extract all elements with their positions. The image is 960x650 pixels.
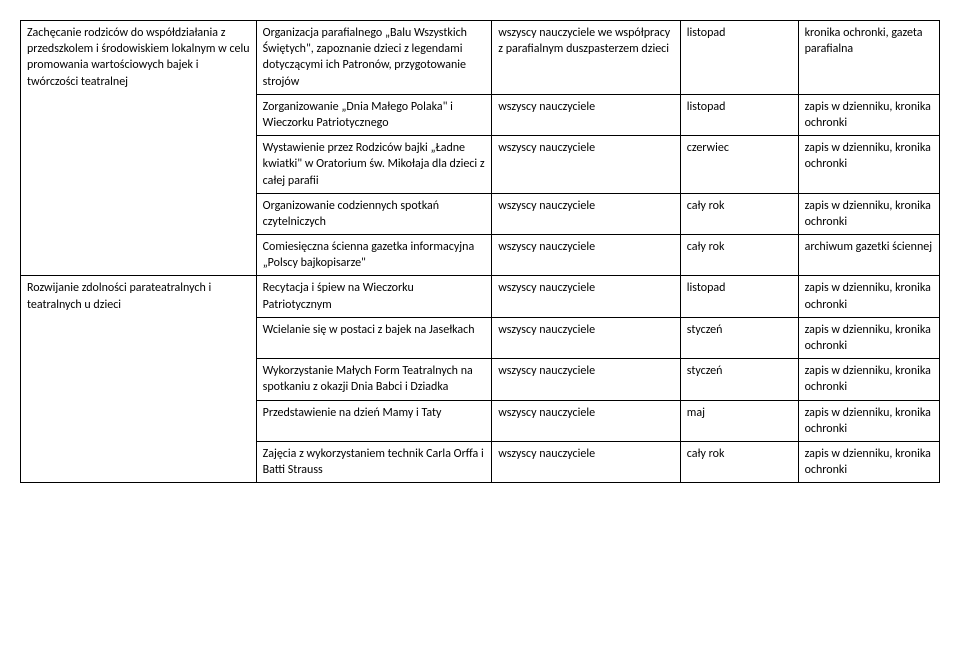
participants-cell: wszyscy nauczyciele (492, 94, 681, 135)
participants-cell: wszyscy nauczyciele (492, 317, 681, 358)
record-cell: zapis w dzienniku, kronika ochronki (798, 359, 939, 400)
record-cell: zapis w dzienniku, kronika ochronki (798, 136, 939, 194)
task-cell: Przedstawienie na dzień Mamy i Taty (256, 400, 492, 441)
month-cell: cały rok (680, 235, 798, 276)
plan-table: Zachęcanie rodziców do współdziałania z … (20, 20, 940, 483)
plan-table-body: Zachęcanie rodziców do współdziałania z … (21, 21, 940, 483)
participants-cell: wszyscy nauczyciele (492, 441, 681, 482)
month-cell: cały rok (680, 441, 798, 482)
month-cell: cały rok (680, 193, 798, 234)
month-cell: listopad (680, 276, 798, 317)
task-cell: Wykorzystanie Małych Form Teatralnych na… (256, 359, 492, 400)
table-row: Rozwijanie zdolności parateatralnych i t… (21, 276, 940, 317)
participants-cell: wszyscy nauczyciele (492, 235, 681, 276)
month-cell: listopad (680, 94, 798, 135)
task-cell: Zorganizowanie „Dnia Małego Polaka" i Wi… (256, 94, 492, 135)
record-cell: zapis w dzienniku, kronika ochronki (798, 441, 939, 482)
goal-cell: Zachęcanie rodziców do współdziałania z … (21, 21, 257, 276)
task-cell: Comiesięczna ścienna gazetka informacyjn… (256, 235, 492, 276)
participants-cell: wszyscy nauczyciele (492, 359, 681, 400)
record-cell: zapis w dzienniku, kronika ochronki (798, 94, 939, 135)
record-cell: kronika ochronki, gazeta parafialna (798, 21, 939, 95)
month-cell: styczeń (680, 359, 798, 400)
participants-cell: wszyscy nauczyciele we współpracy z para… (492, 21, 681, 95)
record-cell: zapis w dzienniku, kronika ochronki (798, 400, 939, 441)
task-cell: Recytacja i śpiew na Wieczorku Patriotyc… (256, 276, 492, 317)
task-cell: Wcielanie się w postaci z bajek na Jaseł… (256, 317, 492, 358)
record-cell: archiwum gazetki ściennej (798, 235, 939, 276)
task-cell: Organizacja parafialnego „Balu Wszystkic… (256, 21, 492, 95)
record-cell: zapis w dzienniku, kronika ochronki (798, 193, 939, 234)
table-row: Zachęcanie rodziców do współdziałania z … (21, 21, 940, 95)
task-cell: Wystawienie przez Rodziców bajki „Ładne … (256, 136, 492, 194)
participants-cell: wszyscy nauczyciele (492, 136, 681, 194)
participants-cell: wszyscy nauczyciele (492, 193, 681, 234)
goal-cell: Rozwijanie zdolności parateatralnych i t… (21, 276, 257, 483)
task-cell: Organizowanie codziennych spotkań czytel… (256, 193, 492, 234)
participants-cell: wszyscy nauczyciele (492, 400, 681, 441)
month-cell: listopad (680, 21, 798, 95)
month-cell: maj (680, 400, 798, 441)
task-cell: Zajęcia z wykorzystaniem technik Carla O… (256, 441, 492, 482)
record-cell: zapis w dzienniku, kronika ochronki (798, 317, 939, 358)
record-cell: zapis w dzienniku, kronika ochronki (798, 276, 939, 317)
month-cell: styczeń (680, 317, 798, 358)
participants-cell: wszyscy nauczyciele (492, 276, 681, 317)
month-cell: czerwiec (680, 136, 798, 194)
